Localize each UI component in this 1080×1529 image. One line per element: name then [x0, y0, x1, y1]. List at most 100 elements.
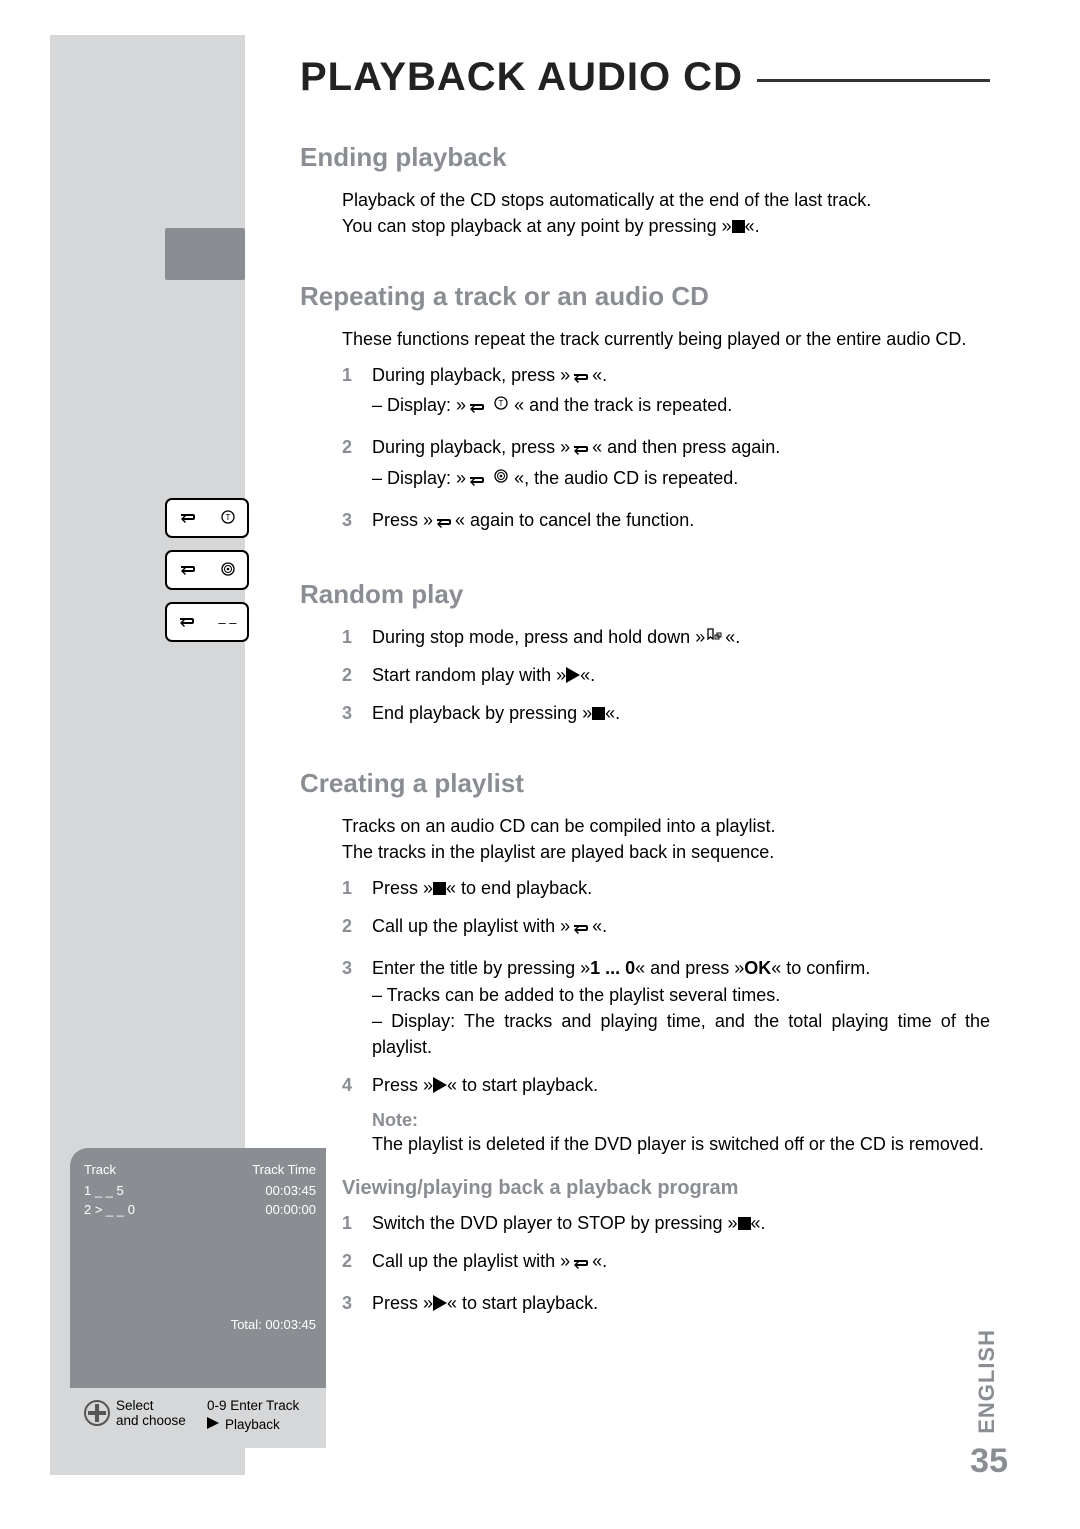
- repeat-off-label: – –: [218, 615, 236, 630]
- repeat-icon: [466, 396, 488, 422]
- text-fragment: Switch the DVD player to STOP by pressin…: [372, 1213, 738, 1233]
- repeat-icon: [433, 511, 455, 537]
- repeat-icon: [570, 1252, 592, 1278]
- page-title: PLAYBACK AUDIO CD: [300, 55, 990, 100]
- text-fragment: Press »: [372, 878, 433, 898]
- osd-row: 1 _ _ 5 00:03:45: [84, 1183, 316, 1198]
- text-fragment: « to confirm.: [771, 958, 870, 978]
- osd-legend-choose: and choose: [116, 1413, 186, 1428]
- stop-icon: [592, 707, 605, 720]
- svg-text:T: T: [499, 399, 504, 408]
- text-fragment: « to start playback.: [447, 1075, 598, 1095]
- stop-icon: [433, 882, 446, 895]
- heading-viewing: Viewing/playing back a playback program: [342, 1177, 990, 1200]
- track-glyph: T: [220, 509, 236, 528]
- text-fragment: Start random play with »: [372, 665, 566, 685]
- step-num: 3: [342, 700, 356, 726]
- osd-legend-select: Select: [116, 1398, 154, 1413]
- repeating-steps: 1 During playback, press »«. – Display: …: [342, 362, 990, 536]
- step-num: 3: [342, 1290, 356, 1316]
- text-fragment: «, the audio CD is repeated.: [514, 468, 738, 488]
- text-fragment: Press »: [372, 1075, 433, 1095]
- text-fragment: During playback, press »: [372, 365, 570, 385]
- osd-cell: 1 _ _ 5: [84, 1183, 124, 1198]
- step-num: 1: [342, 1210, 356, 1236]
- osd-legend: Select and choose 0-9 Enter Track Playba…: [70, 1388, 326, 1448]
- play-icon: [433, 1295, 447, 1311]
- playlist-intro1: Tracks on an audio CD can be compiled in…: [342, 813, 990, 839]
- disc-glyph: [493, 468, 509, 488]
- text-fragment: «.: [605, 703, 620, 723]
- repeat-icon: [466, 469, 488, 495]
- step-num: 2: [342, 434, 356, 494]
- step-num: 2: [342, 913, 356, 943]
- text-fragment: During stop mode, press and hold down »: [372, 627, 705, 647]
- repeat-icon: [570, 438, 592, 464]
- text-fragment: Call up the playlist with »: [372, 1251, 570, 1271]
- text-fragment: End playback by pressing »: [372, 703, 592, 723]
- text-fragment: « again to cancel the function.: [455, 510, 694, 530]
- page-number: 35: [970, 1442, 1008, 1481]
- repeat-off-box: – –: [165, 602, 249, 642]
- osd-legend-playback: Playback: [225, 1417, 280, 1432]
- note-label: Note:: [372, 1110, 990, 1131]
- text-fragment: – Display: »: [372, 468, 466, 488]
- step-num: 2: [342, 662, 356, 688]
- text-fragment: Press »: [372, 1293, 433, 1313]
- text-fragment: Call up the playlist with »: [372, 916, 570, 936]
- text-fragment: «.: [751, 1213, 766, 1233]
- repeat-icon: [177, 613, 197, 632]
- track-glyph: T: [493, 395, 509, 415]
- language-tab: ENGLISH: [974, 1329, 1000, 1434]
- playlist-osd-panel: Track Track Time 1 _ _ 5 00:03:45 2 > _ …: [70, 1148, 326, 1448]
- ending-para1: Playback of the CD stops automatically a…: [342, 187, 990, 213]
- osd-row: 2 > _ _ 0 00:00:00: [84, 1202, 316, 1217]
- title-rule: [757, 79, 990, 82]
- page-title-text: PLAYBACK AUDIO CD: [300, 55, 743, 100]
- text-fragment: – Display: The tracks and playing time, …: [372, 1011, 990, 1057]
- text-fragment: « and the track is repeated.: [514, 395, 732, 415]
- text-fragment: During playback, press »: [372, 437, 570, 457]
- svg-text:T: T: [226, 513, 231, 522]
- text-fragment: «.: [745, 216, 760, 236]
- osd-col-track: Track: [84, 1162, 116, 1177]
- step-num: 3: [342, 955, 356, 1059]
- repeat-disc-box: [165, 550, 249, 590]
- playlist-intro2: The tracks in the playlist are played ba…: [342, 839, 990, 865]
- step-num: 2: [342, 1248, 356, 1278]
- step-num: 1: [342, 875, 356, 901]
- bookmark-icon: [705, 627, 725, 647]
- osd-total: Total: 00:03:45: [84, 1317, 316, 1332]
- text-fragment: Enter the title by pressing »: [372, 958, 590, 978]
- repeat-icon: [178, 509, 198, 528]
- repeat-icon: [570, 917, 592, 943]
- text-fragment: «.: [725, 627, 740, 647]
- ending-para2: You can stop playback at any point by pr…: [342, 213, 990, 239]
- text-fragment: – Display: »: [372, 395, 466, 415]
- osd-cell: 2 > _ _ 0: [84, 1202, 135, 1217]
- text-fragment: You can stop playback at any point by pr…: [342, 216, 732, 236]
- heading-repeating: Repeating a track or an audio CD: [300, 281, 990, 312]
- text-fragment: – Tracks can be added to the playlist se…: [372, 985, 780, 1005]
- text-fragment: « to end playback.: [446, 878, 592, 898]
- playlist-steps: 1 Press » « to end playback. 2 Call up th…: [342, 875, 990, 1098]
- step-num: 3: [342, 507, 356, 537]
- disc-glyph: [220, 561, 236, 580]
- text-fragment: « to start playback.: [447, 1293, 598, 1313]
- step-num: 1: [342, 624, 356, 650]
- osd-legend-enter: 0-9 Enter Track: [207, 1398, 299, 1413]
- play-icon: [207, 1417, 219, 1432]
- repeat-track-box: T: [165, 498, 249, 538]
- viewing-steps: 1 Switch the DVD player to STOP by press…: [342, 1210, 990, 1316]
- heading-ending: Ending playback: [300, 142, 990, 173]
- repeat-icon: [178, 561, 198, 580]
- heading-playlist: Creating a playlist: [300, 768, 990, 799]
- repeat-icon-legend: T – –: [165, 498, 249, 654]
- random-steps: 1 During stop mode, press and hold down …: [342, 624, 990, 726]
- playlist-note: The playlist is deleted if the DVD playe…: [372, 1131, 990, 1157]
- stop-icon: [732, 220, 745, 233]
- dpad-icon: [84, 1400, 110, 1426]
- step-num: 1: [342, 362, 356, 422]
- stop-icon: [738, 1217, 751, 1230]
- heading-random: Random play: [300, 579, 990, 610]
